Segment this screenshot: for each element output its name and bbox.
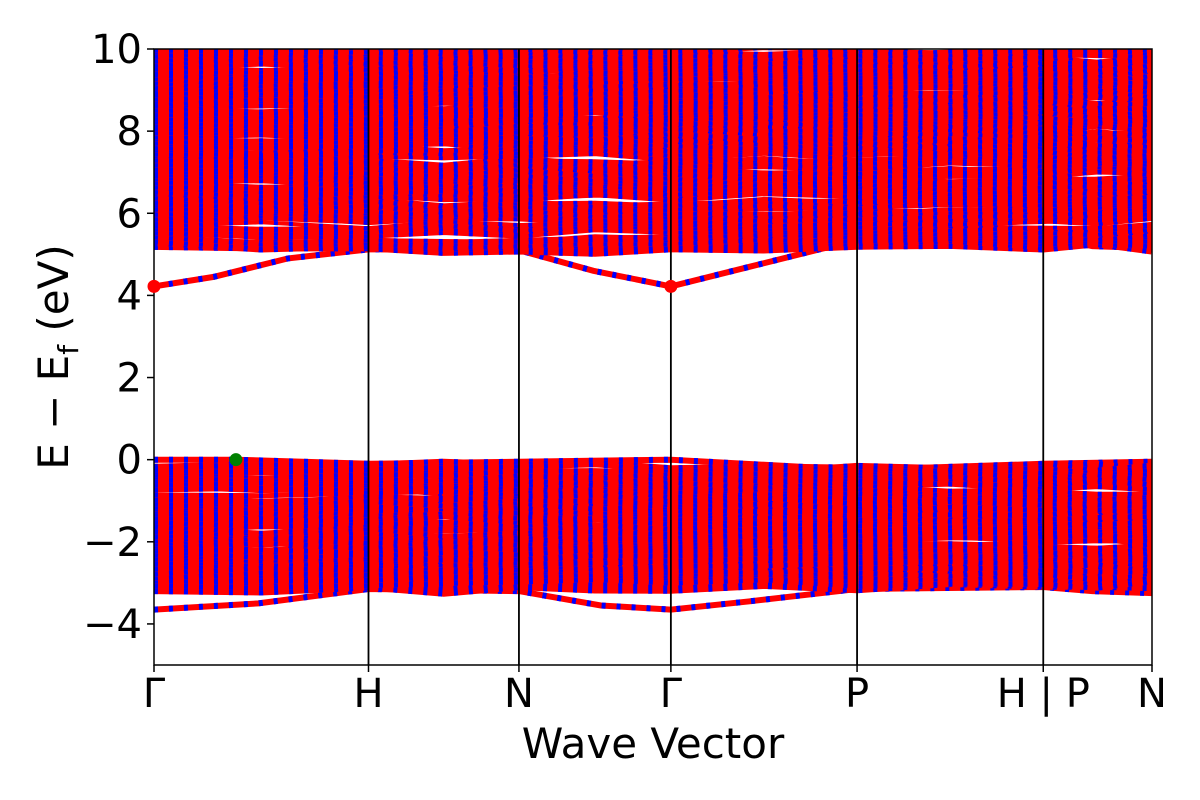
bands-layer [154, 49, 1152, 613]
y-tick-label: 8 [117, 109, 142, 155]
x-tick-label: Γ [143, 671, 166, 717]
y-axis-label-main: E − E [29, 355, 78, 470]
x-tick-label: Γ [660, 671, 683, 717]
cbm-marker [147, 279, 161, 293]
x-tick-label: H [353, 671, 383, 717]
y-axis-label-subscript: f [52, 344, 85, 355]
cbm-marker [664, 279, 678, 293]
y-tick-label: 6 [117, 191, 142, 237]
y-tick-label: 10 [91, 27, 142, 73]
y-tick-label: 0 [117, 438, 142, 484]
y-tick-label: −4 [83, 602, 142, 648]
y-tick-label: 4 [117, 273, 142, 319]
x-tick-label: H | P [997, 671, 1090, 717]
y-axis-label: E − Ef (eV) [29, 244, 85, 470]
y-axis: −4 −2 0 2 4 6 8 10 [83, 27, 154, 648]
extrema-markers [147, 279, 678, 467]
x-tick-label: P [845, 671, 869, 717]
y-axis-label-unit: (eV) [29, 244, 78, 345]
high-symmetry-lines [367, 49, 1045, 665]
vbm-marker [229, 453, 243, 467]
x-tick-label: N [1137, 671, 1167, 717]
y-tick-label: 2 [117, 356, 142, 402]
x-tick-label: N [504, 671, 534, 717]
x-axis-label: Wave Vector [522, 719, 785, 768]
x-axis: Γ H N Γ P H | P N [143, 665, 1167, 717]
plot-frame [153, 48, 1153, 666]
y-tick-label: −2 [83, 520, 142, 566]
